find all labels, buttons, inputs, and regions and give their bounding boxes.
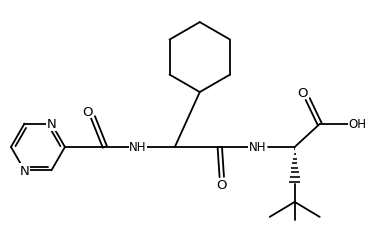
Text: NH: NH	[249, 141, 266, 154]
Text: O: O	[216, 179, 227, 192]
Text: O: O	[297, 86, 308, 99]
Text: N: N	[47, 118, 56, 131]
Text: O: O	[83, 105, 93, 118]
Text: N: N	[20, 164, 29, 177]
Text: NH: NH	[129, 141, 146, 154]
Text: OH: OH	[348, 118, 367, 131]
